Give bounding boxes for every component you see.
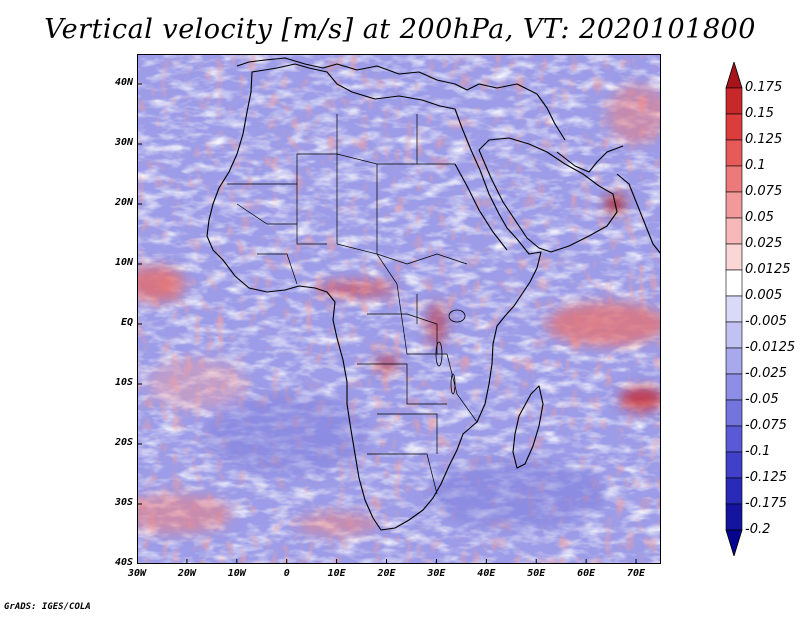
colorbar-box (725, 477, 743, 505)
colorbar-label: 0.025 (745, 236, 783, 251)
y-tick-label: 10N (114, 257, 133, 268)
y-tick-label: 20N (114, 197, 133, 208)
colorbar-box (725, 399, 743, 427)
x-tick-label: 50E (527, 568, 546, 579)
axis-ticks (137, 83, 637, 564)
colorbar-label: 0.175 (745, 80, 783, 95)
vertical-velocity-map (137, 54, 661, 564)
africa-coastline (206, 63, 542, 531)
colorbar-box (725, 321, 743, 349)
colorbar-box (725, 347, 743, 375)
x-tick-label: 10W (227, 568, 246, 579)
colorbar-box (725, 503, 743, 531)
coastlines (206, 57, 661, 531)
colorbar-label: -0.1 (745, 444, 771, 459)
colorbar-label: -0.2 (745, 522, 771, 537)
red-sea (454, 163, 508, 251)
x-tick-label: 30E (427, 568, 446, 579)
colorbar-label: 0.05 (745, 210, 774, 225)
colorbar-box (725, 243, 743, 271)
x-tick-label: 0 (283, 568, 290, 579)
colorbar-box (725, 139, 743, 167)
x-tick-label: 30W (127, 568, 147, 579)
persian-gulf (556, 145, 624, 173)
colorbar-box (725, 373, 743, 401)
colorbar-box (725, 113, 743, 141)
y-tick-label: 10S (114, 377, 133, 388)
map-frame (137, 54, 661, 564)
colorbar-label: -0.05 (745, 392, 779, 407)
colorbar-label: -0.125 (745, 470, 787, 485)
colorbar-box (725, 451, 743, 479)
colorbar-box (725, 217, 743, 245)
lakes (435, 309, 466, 395)
colorbar-label: -0.025 (745, 366, 787, 381)
colorbar-label: -0.075 (745, 418, 787, 433)
credit-text: GrADS: IGES/COLA (4, 602, 91, 612)
colorbar-label: -0.005 (745, 314, 787, 329)
colorbar-box (725, 191, 743, 219)
colorbar-bottom-arrow (725, 529, 743, 556)
madagascar-coastline (512, 385, 544, 469)
colorbar-label: 0.1 (745, 158, 766, 173)
colorbar-label: -0.0125 (745, 340, 796, 355)
x-tick-label: 10E (327, 568, 346, 579)
colorbar-box (725, 295, 743, 323)
colorbar-label: 0.125 (745, 132, 783, 147)
x-tick-label: 70E (627, 568, 646, 579)
india-coastline (616, 173, 661, 255)
colorbar-top-arrow (725, 62, 743, 89)
colorbar-box (725, 87, 743, 115)
colorbar-label: 0.0125 (745, 262, 791, 277)
y-tick-label: 20S (114, 437, 133, 448)
colorbar-label: 0.005 (745, 288, 783, 303)
x-tick-label: 40E (477, 568, 496, 579)
arabian-peninsula-coastline (478, 137, 618, 253)
colorbar-box (725, 425, 743, 453)
x-tick-label: 20W (177, 568, 196, 579)
colorbar-box (725, 269, 743, 297)
country-borders (227, 114, 478, 495)
y-tick-label: 40S (114, 557, 133, 568)
y-tick-label: 30S (114, 497, 133, 508)
colorbar-label: -0.175 (745, 496, 787, 511)
europe-coastline (236, 57, 566, 141)
field-anomalies (137, 84, 661, 536)
y-tick-label: 30N (114, 137, 133, 148)
x-tick-label: 20E (377, 568, 396, 579)
y-tick-label: 40N (114, 77, 133, 88)
colorbar-label: 0.15 (745, 106, 774, 121)
map-panel (137, 54, 661, 564)
colorbar (725, 62, 743, 556)
colorbar-label: 0.075 (745, 184, 783, 199)
x-tick-label: 60E (577, 568, 596, 579)
colorbar-box (725, 165, 743, 193)
y-tick-label: EQ (120, 317, 133, 328)
chart-title: Vertical velocity [m/s] at 200hPa, VT: 2… (44, 14, 756, 45)
